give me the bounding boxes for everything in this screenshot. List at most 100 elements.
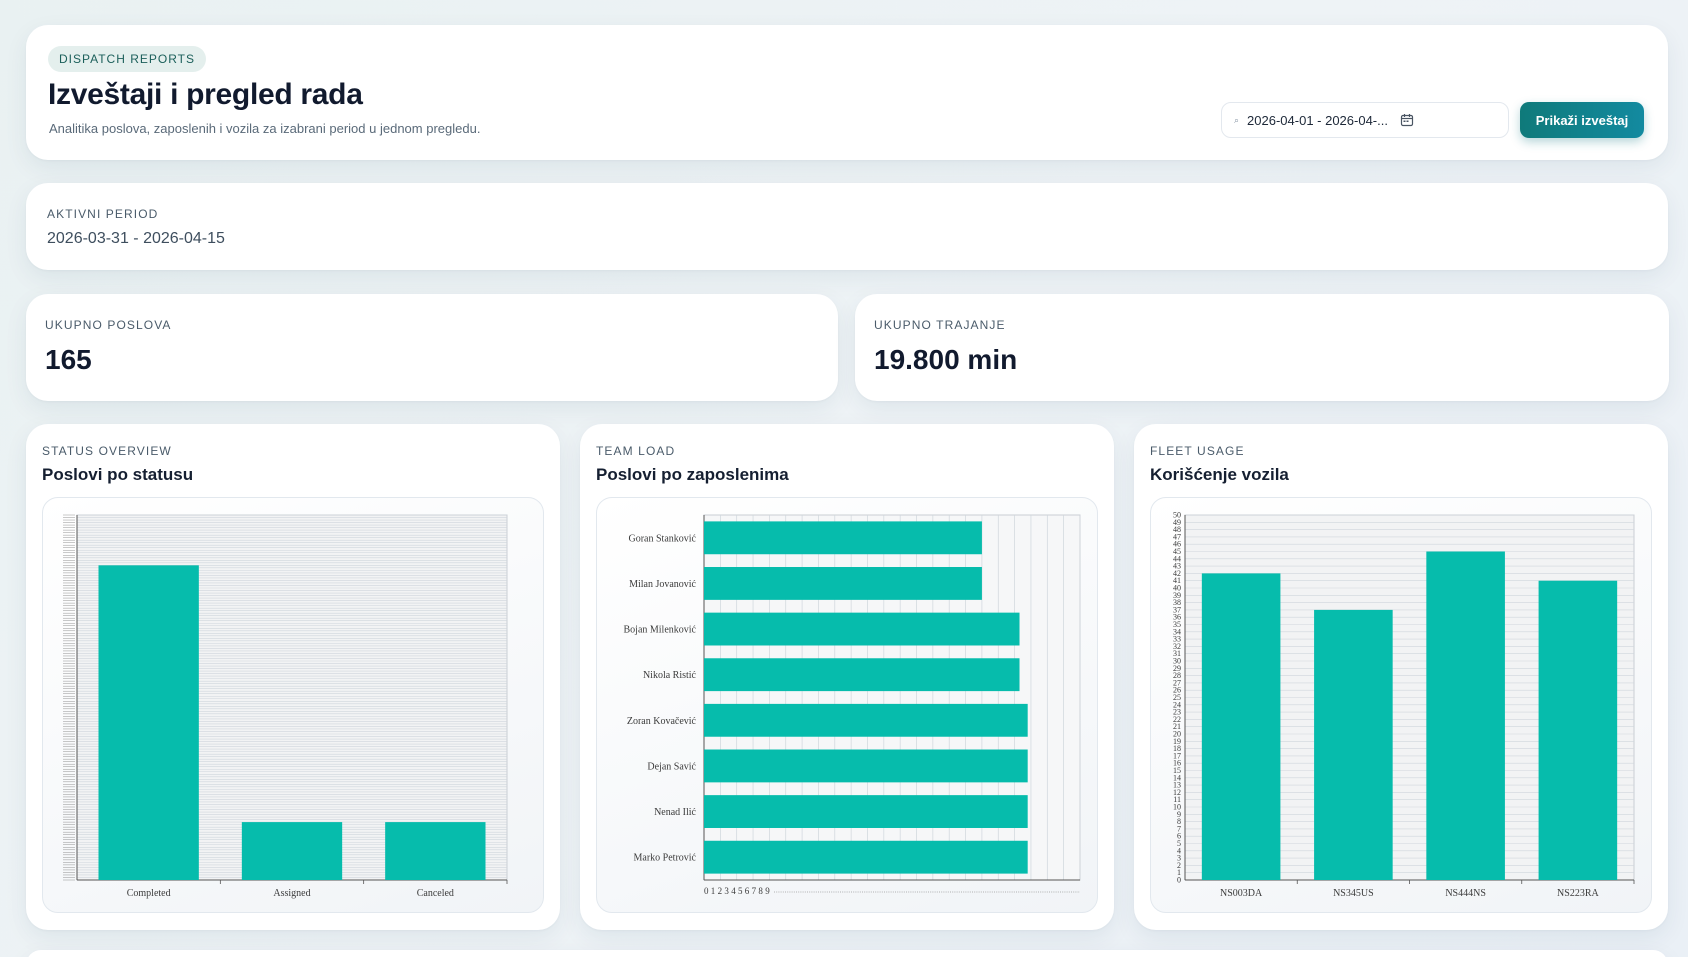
y-tick-label: 40 xyxy=(1173,584,1181,593)
x-tick-label: 8 xyxy=(758,886,763,896)
y-tick-label: 31 xyxy=(1173,649,1181,658)
bar-milan-jovanovi- xyxy=(704,567,982,600)
y-tick-label: Nenad Ilić xyxy=(654,807,696,818)
x-tick-label: Assigned xyxy=(273,888,310,899)
x-tick-label: 3 xyxy=(724,886,729,896)
bar-ns444ns xyxy=(1426,551,1505,880)
period-label: AKTIVNI PERIOD xyxy=(47,207,159,221)
y-tick-label: Goran Stanković xyxy=(629,533,697,544)
total-duration-label: UKUPNO TRAJANJE xyxy=(874,318,1006,332)
x-tick-label: NS444NS xyxy=(1445,888,1486,899)
bar-canceled xyxy=(385,822,486,880)
y-tick-label: 20 xyxy=(1173,730,1181,739)
y-tick-label: 36 xyxy=(1173,613,1181,622)
bar-zoran-kova-evi- xyxy=(704,703,1028,737)
bar-marko-petrovi- xyxy=(704,840,1028,874)
y-tick-label: 4 xyxy=(1177,846,1181,855)
y-tick-label: 35 xyxy=(1173,620,1181,629)
section-badge: DISPATCH REPORTS xyxy=(48,46,207,72)
x-tick-label: NS223RA xyxy=(1557,888,1599,899)
y-tick-label: 14 xyxy=(1173,773,1181,782)
bar-dejan-savi- xyxy=(704,749,1028,783)
fleet-bar-chart: 0123456789101112131415161718192021222324… xyxy=(1173,511,1635,899)
team-chart-frame: 0 1 2 3 4 5 6 7 8 9 Goran Stanković Milan Jovanović… xyxy=(596,497,1098,913)
x-tick-label: 2 xyxy=(718,886,723,896)
y-tick-label: 47 xyxy=(1173,532,1181,541)
x-tick-label: NS345US xyxy=(1333,888,1374,899)
status-chart-eyebrow: STATUS OVERVIEW xyxy=(42,444,172,458)
team-chart-eyebrow: TEAM LOAD xyxy=(596,444,676,458)
status-bar-chart: Completed Assigned Canceled xyxy=(63,514,508,899)
total-duration-value: 19.800 min xyxy=(874,344,1018,375)
y-tick-label: Dejan Savić xyxy=(647,761,696,772)
y-tick-label: Nikola Ristić xyxy=(643,670,697,681)
total-jobs-label: UKUPNO POSLOVA xyxy=(45,318,172,332)
bar-nikola-risti- xyxy=(704,658,1020,692)
bar-goran-stankovi- xyxy=(704,521,982,555)
y-tick-label: 34 xyxy=(1173,627,1181,636)
y-tick-label: 22 xyxy=(1173,715,1181,724)
show-report-button[interactable]: Prikaži izveštaj xyxy=(1520,102,1644,138)
x-tick-label: 6 xyxy=(745,886,750,896)
y-tick-label: 24 xyxy=(1173,700,1181,709)
y-tick-label: 29 xyxy=(1173,664,1181,673)
y-tick-label: 25 xyxy=(1173,693,1181,702)
x-tick-label: 5 xyxy=(738,886,743,896)
active-period-card: AKTIVNI PERIOD 2026-03-31 - 2026-04-15 xyxy=(26,183,1668,270)
y-tick-label: 45 xyxy=(1173,547,1181,556)
y-tick-label: 26 xyxy=(1173,686,1181,695)
y-tick-label: Zoran Kovačević xyxy=(627,716,697,727)
y-tick-label: 41 xyxy=(1173,576,1181,585)
y-tick-label: 39 xyxy=(1173,591,1181,600)
date-range-value: 2026-04-01 - 2026-04-... xyxy=(1247,112,1388,128)
period-value: 2026-03-31 - 2026-04-15 xyxy=(47,230,225,247)
calendar-icon[interactable] xyxy=(1400,113,1414,127)
x-tick-label: 7 xyxy=(752,886,757,896)
y-tick-label: 15 xyxy=(1173,766,1181,775)
y-tick-label: 48 xyxy=(1173,525,1181,534)
y-tick-label: 8 xyxy=(1177,817,1181,826)
y-tick-label: 6 xyxy=(1177,832,1181,841)
bar-assigned xyxy=(241,822,343,880)
y-tick-label: 37 xyxy=(1173,605,1181,614)
y-tick-label: 30 xyxy=(1173,657,1181,666)
y-tick-label: 32 xyxy=(1173,642,1181,651)
x-tick-label: NS003DA xyxy=(1220,888,1263,899)
x-tick-label: 9 xyxy=(765,886,770,896)
bar-ns003da xyxy=(1201,573,1281,880)
bar-completed xyxy=(98,565,199,880)
team-bar-chart: 0 1 2 3 4 5 6 7 8 9 Goran Stanković Milan Jovanović… xyxy=(624,514,1081,896)
bar-nenad-ili- xyxy=(704,795,1028,828)
page-title: Izveštaji i pregled rada xyxy=(48,78,363,111)
y-tick-label: 17 xyxy=(1173,751,1181,760)
y-tick-label: 13 xyxy=(1173,781,1181,790)
y-tick-label: 9 xyxy=(1177,810,1181,819)
y-tick-label: 44 xyxy=(1173,554,1181,563)
status-chart-title: Poslovi po statusu xyxy=(42,465,194,484)
x-tick-label: 1 xyxy=(711,886,716,896)
date-range-input[interactable]: ⌕ 2026-04-01 - 2026-04-... xyxy=(1221,102,1509,138)
report-header-card: DISPATCH REPORTS Izveštaji i pregled rad… xyxy=(26,25,1668,160)
y-tick-label: 5 xyxy=(1177,839,1181,848)
y-tick-label: 18 xyxy=(1173,744,1181,753)
search-icon: ⌕ xyxy=(1234,114,1240,125)
team-chart-title: Poslovi po zaposlenima xyxy=(596,465,789,484)
y-tick-label: Bojan Milenković xyxy=(624,625,697,636)
y-tick-label: 42 xyxy=(1173,569,1181,578)
total-duration-card: UKUPNO TRAJANJE 19.800 min xyxy=(855,294,1669,401)
status-chart-card: STATUS OVERVIEW Poslovi po statusu Compl… xyxy=(26,424,560,930)
fleet-chart-eyebrow: FLEET USAGE xyxy=(1150,444,1245,458)
y-tick-label: Milan Jovanović xyxy=(629,579,696,590)
x-tick-label: 0 xyxy=(704,886,709,896)
y-tick-label: 1 xyxy=(1177,868,1181,877)
y-tick-label: 0 xyxy=(1177,876,1181,885)
y-tick-label: 7 xyxy=(1177,824,1181,833)
y-tick-label: 19 xyxy=(1173,737,1181,746)
bar-ns223ra xyxy=(1538,580,1618,880)
y-tick-label: 3 xyxy=(1177,854,1181,863)
y-tick-label: 16 xyxy=(1173,759,1181,768)
bar-bojan-milenkovi- xyxy=(704,612,1020,646)
status-chart-frame: Completed Assigned Canceled xyxy=(42,497,544,913)
fleet-chart-frame: 0 1 2 3 4 5 6 7 8 9 10 11 12 13 14 15 16 17 18 19 20 21 22 23 24… xyxy=(1150,497,1652,913)
